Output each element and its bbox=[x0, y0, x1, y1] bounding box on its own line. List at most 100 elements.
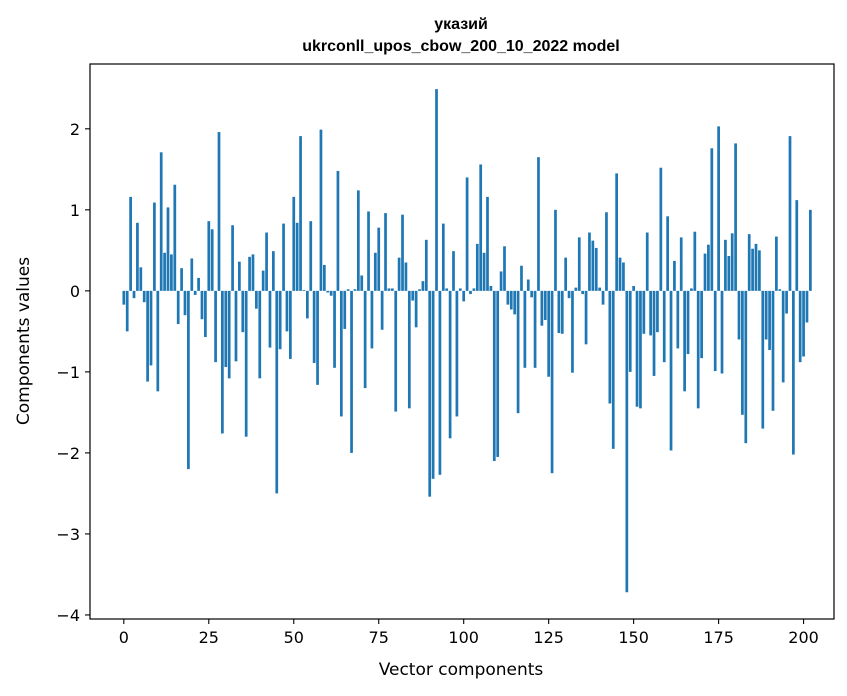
bar bbox=[805, 290, 809, 323]
bar bbox=[387, 288, 391, 291]
bar bbox=[496, 290, 500, 457]
bar bbox=[132, 290, 136, 299]
bar bbox=[683, 290, 686, 392]
bar bbox=[482, 252, 486, 291]
bar bbox=[231, 225, 234, 291]
bar bbox=[163, 252, 166, 291]
bar bbox=[771, 290, 775, 411]
bar bbox=[424, 239, 428, 291]
bar bbox=[526, 279, 530, 291]
x-tick-label: 125 bbox=[533, 628, 564, 647]
bar bbox=[598, 287, 602, 291]
bar bbox=[499, 271, 503, 291]
bar bbox=[645, 232, 649, 291]
bar bbox=[394, 290, 398, 412]
bar bbox=[724, 239, 727, 291]
y-tick-label: −2 bbox=[56, 444, 80, 463]
bar bbox=[462, 290, 466, 302]
bar bbox=[465, 177, 469, 291]
bar bbox=[438, 290, 442, 475]
y-tick-label: −4 bbox=[56, 606, 80, 625]
bar bbox=[747, 234, 751, 291]
bar bbox=[781, 290, 785, 383]
bar bbox=[550, 290, 554, 474]
bar bbox=[669, 290, 673, 451]
bar bbox=[176, 290, 180, 325]
bar bbox=[353, 289, 357, 291]
bar bbox=[543, 290, 547, 321]
bar bbox=[785, 290, 788, 314]
bar bbox=[710, 148, 714, 291]
bar bbox=[373, 252, 377, 291]
bar bbox=[751, 248, 754, 291]
bar bbox=[319, 129, 323, 291]
bar bbox=[469, 290, 472, 295]
bar bbox=[608, 290, 612, 404]
bar bbox=[302, 290, 306, 291]
bar bbox=[282, 223, 285, 291]
chart-title: указий bbox=[434, 16, 488, 33]
bar bbox=[489, 286, 493, 291]
bar bbox=[693, 231, 697, 291]
bar bbox=[136, 222, 139, 291]
bar bbox=[333, 290, 336, 368]
bar bbox=[322, 264, 326, 291]
bar bbox=[421, 281, 425, 291]
bar bbox=[652, 290, 656, 376]
bar bbox=[326, 290, 330, 293]
x-tick-label: 0 bbox=[119, 628, 129, 647]
bar bbox=[730, 233, 734, 291]
bar bbox=[139, 267, 143, 291]
bar bbox=[591, 240, 595, 291]
bar bbox=[441, 223, 445, 291]
bar bbox=[503, 246, 506, 291]
bar bbox=[533, 290, 537, 368]
bar bbox=[713, 290, 717, 372]
bar bbox=[486, 196, 489, 291]
bar bbox=[571, 290, 574, 373]
bar bbox=[601, 290, 605, 305]
bar bbox=[605, 212, 608, 291]
bar bbox=[285, 290, 289, 332]
bar bbox=[707, 244, 710, 291]
bar bbox=[662, 290, 666, 363]
bar bbox=[798, 290, 802, 363]
bar bbox=[628, 290, 632, 372]
x-tick-label: 200 bbox=[788, 628, 819, 647]
bar bbox=[268, 290, 272, 348]
plot-frame bbox=[89, 63, 835, 620]
bar bbox=[346, 289, 350, 291]
bar bbox=[479, 164, 483, 291]
bar bbox=[611, 290, 615, 449]
bar bbox=[278, 290, 282, 350]
bar bbox=[547, 290, 551, 377]
bar bbox=[690, 288, 693, 291]
bar bbox=[251, 254, 255, 291]
bar bbox=[435, 89, 438, 291]
x-tick-label: 100 bbox=[448, 628, 479, 647]
bar bbox=[312, 290, 316, 363]
bar bbox=[380, 290, 384, 330]
bar bbox=[404, 262, 408, 291]
bar bbox=[795, 200, 799, 291]
bar bbox=[567, 290, 571, 299]
bar-series bbox=[122, 89, 812, 593]
y-axis-ticks: −4 −3 −2 −1 0 1 2 bbox=[56, 120, 90, 625]
bar bbox=[594, 247, 598, 291]
bar bbox=[401, 214, 404, 291]
bar bbox=[329, 290, 333, 296]
bar bbox=[411, 290, 415, 301]
bar bbox=[625, 290, 629, 593]
bar bbox=[513, 290, 517, 315]
bar bbox=[574, 287, 578, 291]
bar bbox=[295, 222, 299, 291]
bar bbox=[214, 290, 217, 363]
y-tick-label: −1 bbox=[56, 363, 80, 382]
bar bbox=[448, 290, 452, 439]
bar bbox=[221, 290, 224, 434]
bar bbox=[686, 290, 690, 355]
bar bbox=[720, 290, 724, 374]
bar bbox=[554, 209, 557, 291]
